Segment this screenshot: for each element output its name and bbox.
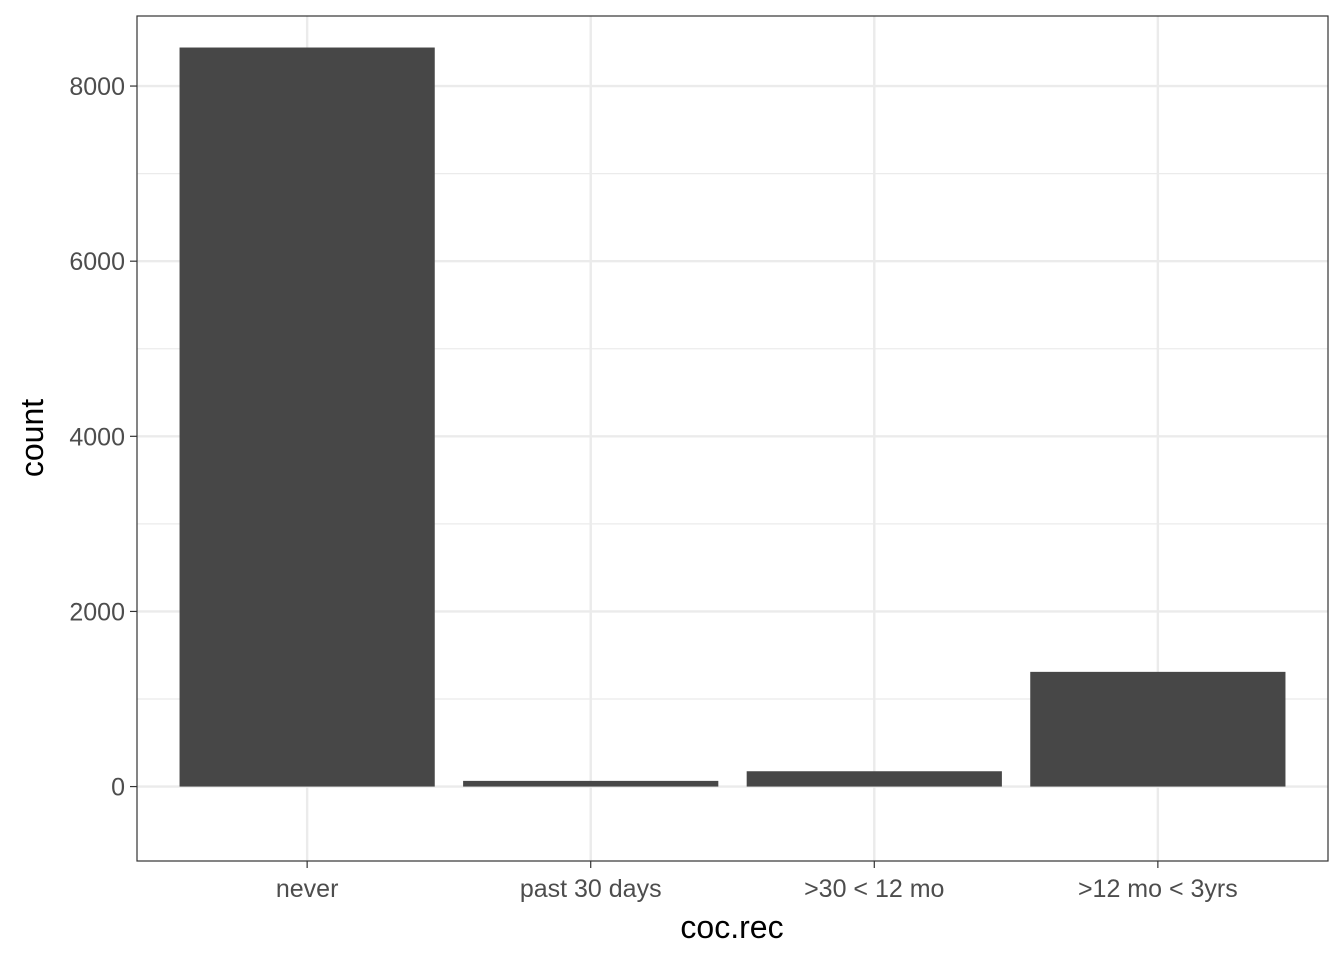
y-axis: 0 2000 4000 6000 8000 — [69, 73, 137, 802]
y-tick-label: 8000 — [69, 73, 125, 101]
y-axis-title: count — [14, 399, 50, 477]
x-tick-label: never — [276, 875, 339, 903]
y-tick-label: 0 — [111, 774, 125, 802]
x-tick-label: past 30 days — [520, 875, 662, 903]
bar — [746, 771, 1002, 787]
x-axis: never past 30 days >30 < 12 mo >12 mo < 3yr… — [276, 861, 1238, 903]
bar — [1030, 671, 1286, 787]
panel-border — [136, 15, 1329, 862]
y-tick-label: 4000 — [69, 423, 125, 451]
bar — [179, 47, 435, 787]
x-tick-label: >12 mo < 3yrs — [1078, 875, 1238, 903]
bar — [463, 780, 719, 787]
y-tick-label: 2000 — [69, 598, 125, 626]
x-tick-label: >30 < 12 mo — [804, 875, 944, 903]
bars — [179, 47, 1286, 787]
y-tick-label: 6000 — [69, 248, 125, 276]
x-axis-title: coc.rec — [680, 909, 783, 945]
